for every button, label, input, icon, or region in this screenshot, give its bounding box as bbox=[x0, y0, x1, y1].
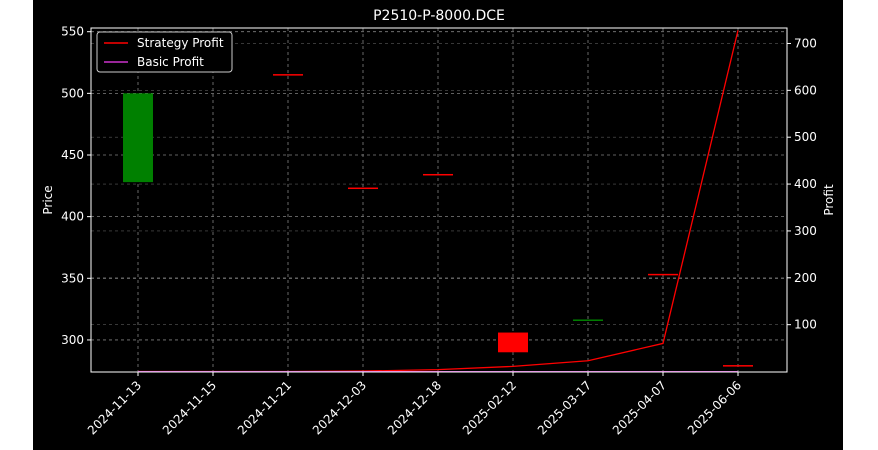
y-left-tick-label: 550 bbox=[61, 25, 84, 39]
y-left-tick-label: 500 bbox=[61, 86, 84, 100]
y-axis-left-label: Price bbox=[41, 185, 55, 214]
legend: Strategy Profit Basic Profit bbox=[96, 31, 233, 73]
chart-title: P2510-P-8000.DCE bbox=[373, 8, 505, 24]
candle-layer bbox=[123, 74, 753, 367]
candle-2024-12-03 bbox=[348, 187, 378, 190]
grid-layer bbox=[91, 28, 787, 372]
y-right-tick-label: 300 bbox=[794, 224, 817, 238]
legend-label-basic-profit: Basic Profit bbox=[137, 55, 204, 69]
legend-label-strategy-profit: Strategy Profit bbox=[137, 36, 224, 50]
candle-2025-02-12 bbox=[498, 332, 528, 353]
plot-frame bbox=[90, 27, 788, 373]
y-right-tick-label: 500 bbox=[794, 130, 817, 144]
legend-box bbox=[96, 31, 233, 73]
candle-2025-04-07 bbox=[648, 273, 678, 276]
y-left-tick-label: 400 bbox=[61, 210, 84, 224]
y-axis-right-label: Profit bbox=[822, 184, 836, 216]
candle-2025-03-17 bbox=[573, 319, 603, 321]
y-right-tick-label: 700 bbox=[794, 36, 817, 50]
y-right-tick-label: 100 bbox=[794, 318, 817, 332]
candle-2024-11-21 bbox=[273, 74, 303, 76]
y-left-tick-label: 450 bbox=[61, 148, 84, 162]
y-right-tick-label: 200 bbox=[794, 271, 817, 285]
y-left-tick-label: 300 bbox=[61, 333, 84, 347]
y-right-tick-label: 400 bbox=[794, 177, 817, 191]
candle-2024-11-13 bbox=[123, 93, 153, 183]
y-left-tick-label: 350 bbox=[61, 271, 84, 285]
candle-2025-06-06 bbox=[723, 365, 753, 367]
y-right-tick-label: 600 bbox=[794, 83, 817, 97]
candle-2024-12-18 bbox=[423, 173, 453, 176]
